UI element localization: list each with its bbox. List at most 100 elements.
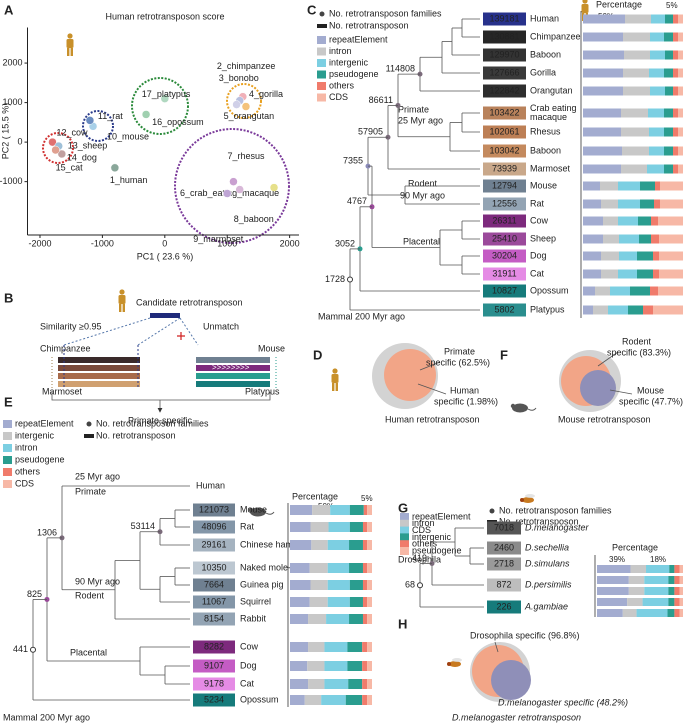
bar-segment bbox=[674, 587, 680, 595]
venn-circle bbox=[580, 370, 616, 406]
bar-segment bbox=[362, 580, 368, 590]
clade-label: 25 Myr ago bbox=[398, 115, 443, 125]
row-label: D.simulans bbox=[525, 558, 570, 568]
match-lines bbox=[63, 317, 199, 346]
bar-segment bbox=[673, 86, 678, 96]
legend-dot bbox=[489, 508, 495, 514]
point-label: 9_marmoset bbox=[193, 234, 244, 244]
point-label: 1_human bbox=[110, 175, 148, 185]
legend-label: No. retrotransposon bbox=[329, 20, 409, 30]
node-count: 86611 bbox=[369, 95, 393, 105]
bar-segment bbox=[650, 286, 658, 296]
count-box bbox=[487, 600, 521, 614]
bar-segment bbox=[678, 164, 683, 174]
candidate-label: Candidate retrotransposon bbox=[136, 297, 243, 307]
point-label: 16_opossum bbox=[152, 117, 204, 127]
bar-segment bbox=[674, 576, 680, 584]
human-icon bbox=[331, 368, 339, 391]
bar-segment bbox=[367, 580, 372, 590]
clade-label: Drosophila bbox=[398, 554, 441, 564]
venn-label: specific (47.7%) bbox=[619, 396, 683, 406]
count-label: 12794 bbox=[492, 180, 517, 190]
row-label: A.gambiae bbox=[524, 601, 568, 611]
bar-segment bbox=[644, 576, 669, 584]
clade-label: 90 Myr ago bbox=[75, 576, 120, 586]
panel-label: H bbox=[398, 616, 407, 631]
bar-segment bbox=[653, 305, 683, 315]
count-box bbox=[483, 179, 526, 193]
point bbox=[232, 100, 241, 109]
bar-segment bbox=[290, 695, 305, 705]
bar-segment bbox=[651, 216, 658, 226]
legend-label: intron bbox=[412, 518, 435, 528]
pointer bbox=[597, 351, 633, 395]
panel-label: F bbox=[500, 347, 508, 362]
bar-segment bbox=[597, 609, 623, 617]
bar-segment bbox=[597, 587, 629, 595]
count-label: 26311 bbox=[492, 215, 516, 225]
bar-segment bbox=[290, 614, 309, 624]
node-count: 419 bbox=[412, 553, 427, 563]
bar-segment bbox=[659, 251, 683, 261]
fly-icon bbox=[520, 494, 535, 503]
chart-title: Human retrotransposon score bbox=[105, 11, 224, 21]
venn-label: Drosophila specific (96.8%) bbox=[470, 630, 580, 640]
bar-segment bbox=[330, 505, 350, 515]
bar-segment bbox=[327, 540, 350, 550]
node-count: 1728 bbox=[325, 274, 345, 284]
bar-segment bbox=[650, 50, 665, 60]
node-count: 4767 bbox=[347, 196, 367, 206]
bar-segment bbox=[678, 68, 683, 78]
panel-h: H Drosophila specific (96.8%) D.melanoga… bbox=[398, 616, 628, 722]
bar-segment bbox=[624, 50, 650, 60]
count-label: 139181 bbox=[489, 13, 519, 23]
venn-label: specific (1.98%) bbox=[434, 396, 498, 406]
count-box bbox=[487, 541, 521, 555]
count-box bbox=[483, 197, 526, 211]
bar-segment bbox=[583, 199, 601, 209]
clade-label: 25 Myr ago bbox=[75, 471, 120, 481]
row-label: Sheep bbox=[530, 233, 556, 243]
bar-segment bbox=[621, 127, 649, 137]
legend-label: intergenic bbox=[15, 430, 55, 440]
x-axis-title: PC1 ( 23.6 %) bbox=[137, 251, 194, 261]
similarity-label: Similarity ≥0.95 bbox=[40, 321, 101, 331]
count-box bbox=[483, 214, 526, 228]
bar-segment bbox=[583, 108, 621, 118]
bar-segment bbox=[597, 565, 631, 573]
count-label: 130881 bbox=[489, 31, 519, 41]
bar-segment bbox=[367, 522, 372, 532]
row-label: Platypus bbox=[530, 304, 565, 314]
point bbox=[110, 163, 120, 173]
bar-segment bbox=[628, 305, 643, 315]
legend-swatch bbox=[3, 432, 12, 440]
scale-label: 5% bbox=[666, 1, 678, 10]
bar-segment bbox=[309, 563, 328, 573]
legend-swatch bbox=[400, 547, 409, 555]
bar-segment bbox=[362, 522, 368, 532]
venn-caption: D.melanogaster retrotransposon bbox=[452, 712, 581, 722]
bar-segment bbox=[367, 661, 372, 671]
legend-swatch bbox=[3, 444, 12, 452]
legend-swatch bbox=[3, 468, 12, 476]
legend-swatch bbox=[400, 540, 409, 549]
bar-segment bbox=[290, 597, 310, 607]
panel-label: D bbox=[313, 347, 322, 362]
bar-segment bbox=[667, 609, 675, 617]
point-label: 5_orangutan bbox=[224, 111, 275, 121]
point-label: 8_baboon bbox=[234, 214, 274, 224]
bar-segment bbox=[328, 522, 350, 532]
bar-segment bbox=[668, 587, 675, 595]
point-label: 2_chimpanzee bbox=[217, 61, 276, 71]
count-label: 8154 bbox=[204, 613, 224, 623]
venn-caption: Mouse retrotransposon bbox=[558, 414, 651, 424]
y-tick-label: 2000 bbox=[2, 57, 22, 67]
bar-segment bbox=[308, 642, 325, 652]
row-label: Squirrel bbox=[240, 596, 271, 606]
bar-segment bbox=[678, 50, 683, 60]
bar-segment bbox=[621, 164, 647, 174]
row-label: D.persimilis bbox=[525, 579, 572, 589]
species-label: Marmoset bbox=[42, 386, 83, 396]
bar-segment bbox=[673, 146, 678, 156]
point bbox=[48, 137, 57, 147]
